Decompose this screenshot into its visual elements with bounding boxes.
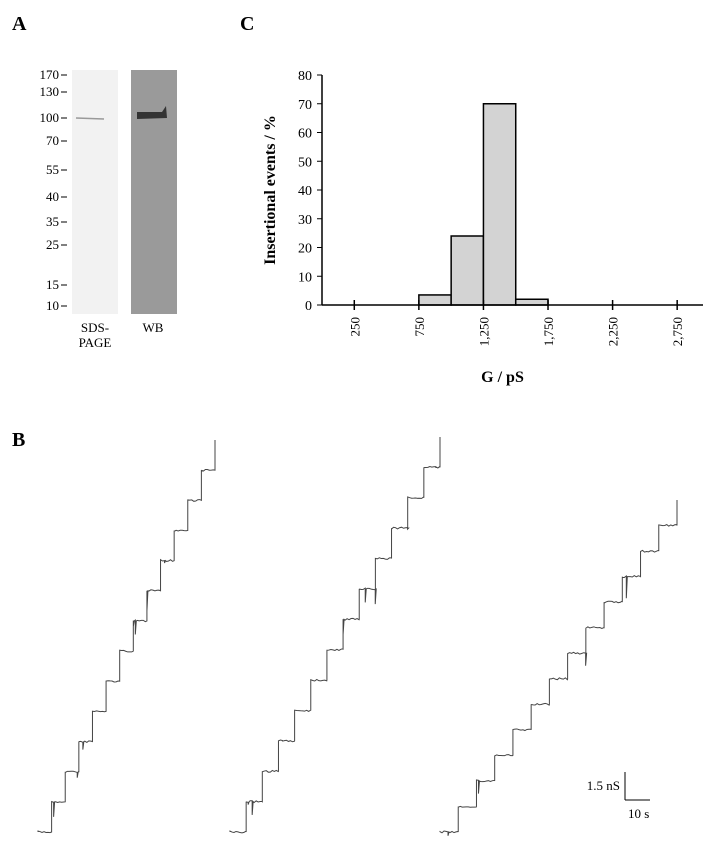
marker-label: 10 (46, 298, 59, 313)
bar (482, 103, 517, 306)
y-tick-label: 20 (298, 242, 312, 257)
marker-label: 55 (46, 162, 59, 177)
wb-band (137, 106, 167, 119)
marker-label: 130 (40, 84, 60, 99)
scale-label: 1.5 nS (587, 778, 620, 793)
bar (514, 298, 549, 306)
marker-label: 100 (40, 110, 60, 125)
wb-lane (131, 70, 177, 314)
conductance-trace (229, 437, 441, 834)
lane-label: SDS-PAGE (79, 320, 112, 350)
panel-label: C (240, 13, 254, 35)
sds-lane (72, 70, 118, 314)
lane-label: WB (143, 320, 164, 335)
y-tick-label: 0 (305, 299, 312, 314)
x-tick-label: 750 (412, 317, 427, 337)
y-tick-label: 70 (298, 98, 312, 113)
marker-label: 170 (40, 67, 60, 82)
y-tick-label: 80 (298, 69, 312, 84)
marker-label: 40 (46, 189, 59, 204)
y-tick-label: 50 (298, 155, 312, 170)
bar (418, 294, 452, 306)
conductance-trace (439, 500, 678, 836)
marker-label: 15 (46, 277, 59, 292)
x-tick-label: 250 (347, 317, 362, 337)
y-tick-label: 30 (298, 213, 312, 228)
marker-label: 35 (46, 214, 59, 229)
x-tick-label: 2,750 (670, 317, 685, 346)
traces (37, 437, 678, 836)
x-axis-title: G / pS (481, 369, 524, 386)
scale-label: 10 s (628, 806, 649, 821)
sds-band (75, 117, 105, 120)
x-tick-label: 1,250 (476, 317, 491, 346)
marker-label: 25 (46, 237, 59, 252)
panel-label: A (12, 13, 27, 35)
panel-label: B (12, 429, 25, 451)
conductance-trace (37, 440, 216, 834)
y-axis-title: Insertional events / % (262, 115, 279, 265)
x-tick-label: 2,250 (606, 317, 621, 346)
y-tick-label: 10 (298, 270, 312, 285)
marker-label: 70 (46, 133, 59, 148)
bar (450, 235, 485, 306)
x-tick-label: 1,750 (541, 317, 556, 346)
y-tick-label: 40 (298, 184, 312, 199)
y-tick-label: 60 (298, 127, 312, 142)
